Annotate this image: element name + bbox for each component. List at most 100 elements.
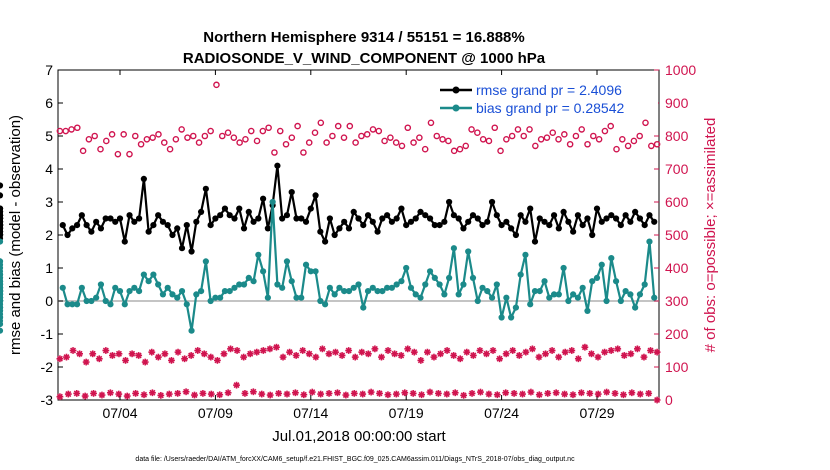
obs-assimilated-marker: [246, 350, 254, 358]
obs-assimilated-marker: [64, 390, 72, 398]
obs-assimilated-marker: [519, 390, 526, 398]
bias-point: [512, 304, 520, 311]
rmse-point: [283, 212, 291, 219]
obs-assimilated-stroke: [483, 350, 490, 357]
obs-possible-marker: [189, 132, 197, 140]
obs-assimilated-marker: [241, 390, 249, 397]
obs-assimilated-stroke: [107, 389, 114, 396]
obs-assimilated-stroke: [562, 349, 569, 356]
bias-point: [617, 297, 624, 305]
obs-assimilated-stroke: [588, 350, 595, 357]
obs-possible-marker: [137, 140, 145, 148]
obs-assimilated-stroke: [70, 347, 77, 354]
bias-point: [469, 274, 477, 281]
rmse-point: [403, 222, 410, 229]
bias-point: [527, 301, 534, 308]
y-left-tick-label: 5: [45, 128, 53, 144]
obs-possible-marker: [410, 139, 417, 146]
rmse-point: [159, 218, 167, 225]
rmse-point: [527, 205, 534, 212]
obs-possible-marker: [503, 135, 510, 143]
bias-point: [240, 281, 248, 288]
obs-assimilated-marker: [132, 390, 140, 397]
bias-point: [140, 271, 147, 278]
obs-assimilated-stroke: [225, 389, 232, 396]
obs-assimilated-marker: [89, 350, 97, 358]
obs-possible-marker: [653, 140, 661, 148]
bias-point: [336, 284, 343, 291]
rmse-point: [245, 208, 252, 215]
obs-assimilated-marker: [342, 391, 350, 399]
obs-assimilated-marker: [477, 388, 484, 396]
obs-assimilated-marker: [535, 353, 543, 361]
obs-assimilated-marker: [529, 345, 536, 353]
obs-assimilated-marker: [544, 390, 552, 397]
obs-assimilated-stroke: [166, 391, 173, 398]
rmse-point: [426, 215, 434, 222]
y-left-tick-label: 2: [45, 227, 53, 243]
obs-possible-marker: [520, 132, 528, 140]
bias-point: [493, 281, 500, 288]
obs-assimilated-stroke: [519, 391, 526, 398]
bias-point: [589, 278, 596, 285]
obs-assimilated-marker: [640, 353, 648, 361]
obs-assimilated-marker: [216, 391, 224, 399]
bias-point: [202, 258, 209, 265]
obs-assimilated-marker: [187, 352, 195, 359]
obs-assimilated-marker: [334, 389, 341, 397]
obs-assimilated-stroke: [334, 389, 341, 396]
obs-assimilated-stroke: [142, 359, 149, 366]
obs-assimilated-stroke: [595, 354, 602, 361]
obs-assimilated-marker: [555, 353, 563, 361]
obs-possible-marker: [398, 142, 406, 150]
rmse-point: [93, 218, 100, 225]
obs-possible-marker: [416, 134, 423, 141]
obs-assimilated-marker: [542, 350, 549, 358]
obs-assimilated-stroke: [452, 389, 459, 396]
rmse-point: [560, 208, 567, 215]
obs-possible-marker: [369, 126, 377, 133]
y-axis-left-label: rmse and bias (model - observation): [7, 115, 24, 355]
obs-possible-marker: [479, 135, 487, 143]
obs-assimilated-marker: [56, 355, 64, 363]
obs-assimilated-marker: [614, 345, 622, 353]
rmse-point: [417, 208, 424, 215]
rmse-point: [135, 215, 143, 222]
rmse-point: [441, 218, 448, 225]
rmse-point: [584, 215, 591, 222]
obs-assimilated-stroke: [352, 354, 359, 361]
bias-point: [651, 294, 658, 301]
obs-possible-marker: [619, 135, 626, 143]
rmse-point: [102, 215, 109, 222]
rmse-point: [312, 192, 319, 199]
obs-assimilated-marker: [417, 357, 425, 364]
data-file-footnote: data file: /Users/raeder/DAI/ATM_forcXX/…: [135, 456, 575, 463]
bias-point: [646, 238, 653, 245]
bias-point: [245, 274, 252, 281]
rmse-point: [455, 215, 462, 222]
obs-assimilated-marker: [199, 390, 207, 397]
obs-assimilated-marker: [325, 350, 333, 358]
rmse-point: [469, 212, 477, 219]
rmse-point: [565, 218, 572, 225]
obs-assimilated-stroke: [621, 352, 628, 359]
obs-assimilated-marker: [95, 355, 103, 363]
rmse-point: [126, 212, 133, 219]
obs-possible-marker: [404, 124, 412, 132]
rmse-point: [493, 212, 500, 219]
obs-assimilated-stroke: [115, 350, 122, 357]
bias-point: [212, 294, 219, 301]
rmse-point: [345, 225, 353, 232]
obs-assimilated-stroke: [306, 350, 313, 357]
obs-assimilated-stroke: [109, 352, 116, 359]
obs-assimilated-marker: [569, 391, 577, 399]
rmse-point: [207, 222, 214, 229]
obs-assimilated-marker: [561, 390, 568, 398]
rmse-point: [88, 228, 95, 235]
bias-point: [426, 268, 434, 275]
rmse-point: [279, 215, 286, 222]
rmse-point: [398, 205, 405, 212]
obs-assimilated-stroke: [258, 391, 265, 398]
obs-possible-marker: [323, 139, 330, 146]
obs-assimilated-stroke: [73, 390, 80, 397]
